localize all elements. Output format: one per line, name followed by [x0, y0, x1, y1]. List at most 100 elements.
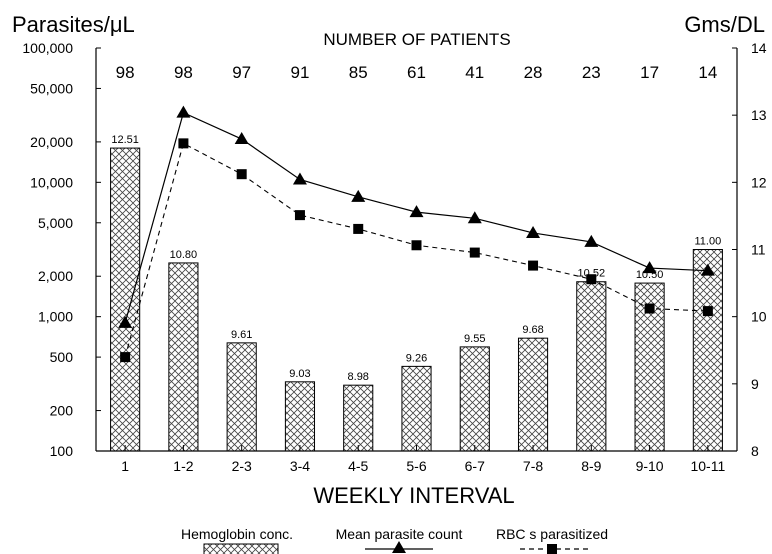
hemoglobin-bar — [110, 147, 141, 452]
x-tick-label: 4-5 — [348, 458, 368, 474]
hemoglobin-bar — [401, 365, 432, 452]
right-tick-label: 8 — [751, 443, 759, 459]
x-axis-ticks: 1 1-2 2-3 3-4 4-5 5-6 6-7 7-8 8-9 9-10 10-11 — [121, 445, 725, 474]
x-tick-label: 1-2 — [173, 458, 193, 474]
patients-row: 98 98 97 91 85 61 41 28 23 17 14 — [116, 63, 718, 82]
rbc-parasitized-point — [294, 210, 305, 221]
parasite-count-point — [700, 263, 715, 276]
rbc-parasitized-point — [411, 240, 422, 251]
rbc-parasitized-point — [528, 260, 539, 271]
x-axis-title: WEEKLY INTERVAL — [313, 483, 514, 508]
left-tick-label: 2,000 — [38, 268, 73, 284]
left-axis-label: Parasites/μL — [12, 12, 135, 37]
left-tick-label: 5,000 — [38, 215, 73, 231]
legend-label-rbc: RBC s parasitized — [496, 526, 608, 542]
left-tick-label: 50,000 — [30, 80, 73, 96]
x-tick-label: 8-9 — [581, 458, 601, 474]
parasite-count-point — [409, 205, 424, 218]
rbc-parasitized-point — [236, 169, 247, 180]
legend-marker-rbc — [547, 544, 557, 554]
bar-data-label: 8.98 — [348, 371, 369, 383]
legend-marker-parasite — [392, 541, 406, 553]
legend-swatch-hemoglobin — [203, 543, 279, 554]
bar-data-label: 12.51 — [111, 134, 139, 146]
parasite-count-point — [351, 189, 366, 202]
hemoglobin-bar — [168, 262, 199, 452]
hemoglobin-bars: 12.51 10.80 9.61 9.03 8.98 9.26 9.55 9.68 10.52 1… — [110, 134, 723, 452]
bar-data-label: 10.50 — [636, 269, 664, 281]
bar-data-label: 10.80 — [170, 249, 198, 261]
patient-count: 91 — [290, 63, 309, 82]
right-tick-label: 10 — [751, 309, 767, 325]
bar-data-label: 9.68 — [522, 324, 543, 336]
bar-data-label: 11.00 — [695, 236, 722, 248]
right-tick-label: 11 — [751, 242, 766, 258]
hemoglobin-bar — [226, 342, 257, 452]
right-tick-label: 9 — [751, 376, 759, 392]
rbc-parasitized-point — [120, 352, 131, 363]
bar-data-label: 10.52 — [578, 268, 606, 280]
series-lines — [118, 105, 715, 363]
bar-data-label: 9.55 — [464, 333, 485, 345]
right-tick-label: 14 — [751, 40, 767, 56]
patient-count: 98 — [174, 63, 193, 82]
left-axis-ticks: 100 200 500 1,000 2,000 5,000 10,000 20,000 50,0… — [22, 40, 101, 459]
parasite-count-point — [584, 234, 599, 247]
right-axis-label: Gms/DL — [684, 12, 765, 37]
x-tick-label: 6-7 — [465, 458, 485, 474]
hemoglobin-bar — [576, 281, 607, 452]
rbc-parasitized-point — [644, 303, 655, 314]
patient-count: 85 — [349, 63, 368, 82]
parasite-count-point — [292, 172, 307, 185]
patient-count: 97 — [232, 63, 251, 82]
hemoglobin-bar — [634, 282, 665, 452]
rbc-parasitized-point — [469, 247, 480, 258]
x-tick-label: 3-4 — [290, 458, 310, 474]
hemoglobin-bar — [692, 249, 723, 452]
hemoglobin-bar — [517, 337, 549, 452]
bar-data-label: 9.03 — [289, 368, 310, 380]
parasite-count-line — [124, 111, 708, 323]
parasite-count-point — [642, 261, 657, 274]
parasite-count-point — [176, 105, 191, 118]
x-tick-label: 7-8 — [523, 458, 543, 474]
rbc-parasitized-point — [702, 306, 713, 317]
patient-count: 14 — [698, 63, 717, 82]
right-tick-label: 12 — [751, 174, 767, 190]
right-tick-label: 13 — [751, 107, 767, 123]
legend-label-parasite: Mean parasite count — [336, 526, 463, 542]
hemoglobin-bar — [343, 384, 374, 452]
rbc-parasitized-point — [178, 138, 189, 149]
x-tick-label: 1 — [121, 458, 129, 474]
x-tick-label: 10-11 — [690, 458, 725, 474]
bar-data-label: 9.26 — [406, 352, 427, 364]
patient-count: 28 — [524, 63, 543, 82]
parasite-count-point — [118, 315, 133, 328]
patient-count: 61 — [407, 63, 426, 82]
parasite-count-point — [467, 211, 482, 224]
x-tick-label: 5-6 — [406, 458, 426, 474]
legend-label-hemoglobin: Hemoglobin conc. — [181, 526, 293, 542]
legend: Hemoglobin conc. Mean parasite count RBC… — [181, 526, 608, 554]
left-tick-label: 500 — [50, 349, 74, 365]
right-axis-ticks: 8 9 10 11 12 13 14 — [732, 40, 767, 459]
patient-count: 17 — [640, 63, 659, 82]
left-tick-label: 200 — [50, 403, 74, 419]
left-tick-label: 20,000 — [30, 134, 73, 150]
patients-title: NUMBER OF PATIENTS — [323, 30, 510, 49]
parasite-count-point — [234, 132, 249, 145]
left-tick-label: 100 — [50, 443, 74, 459]
hemoglobin-bar — [284, 381, 316, 452]
left-tick-label: 1,000 — [38, 309, 73, 325]
patient-count: 23 — [582, 63, 601, 82]
rbc-parasitized-point — [586, 274, 597, 285]
rbc-parasitized-point — [353, 223, 364, 234]
left-tick-label: 10,000 — [30, 174, 73, 190]
x-tick-label: 2-3 — [232, 458, 252, 474]
patient-count: 41 — [465, 63, 484, 82]
hemoglobin-bar — [459, 346, 490, 452]
parasite-count-point — [526, 225, 541, 238]
x-tick-label: 9-10 — [636, 458, 664, 474]
bar-data-label: 9.61 — [231, 329, 252, 341]
